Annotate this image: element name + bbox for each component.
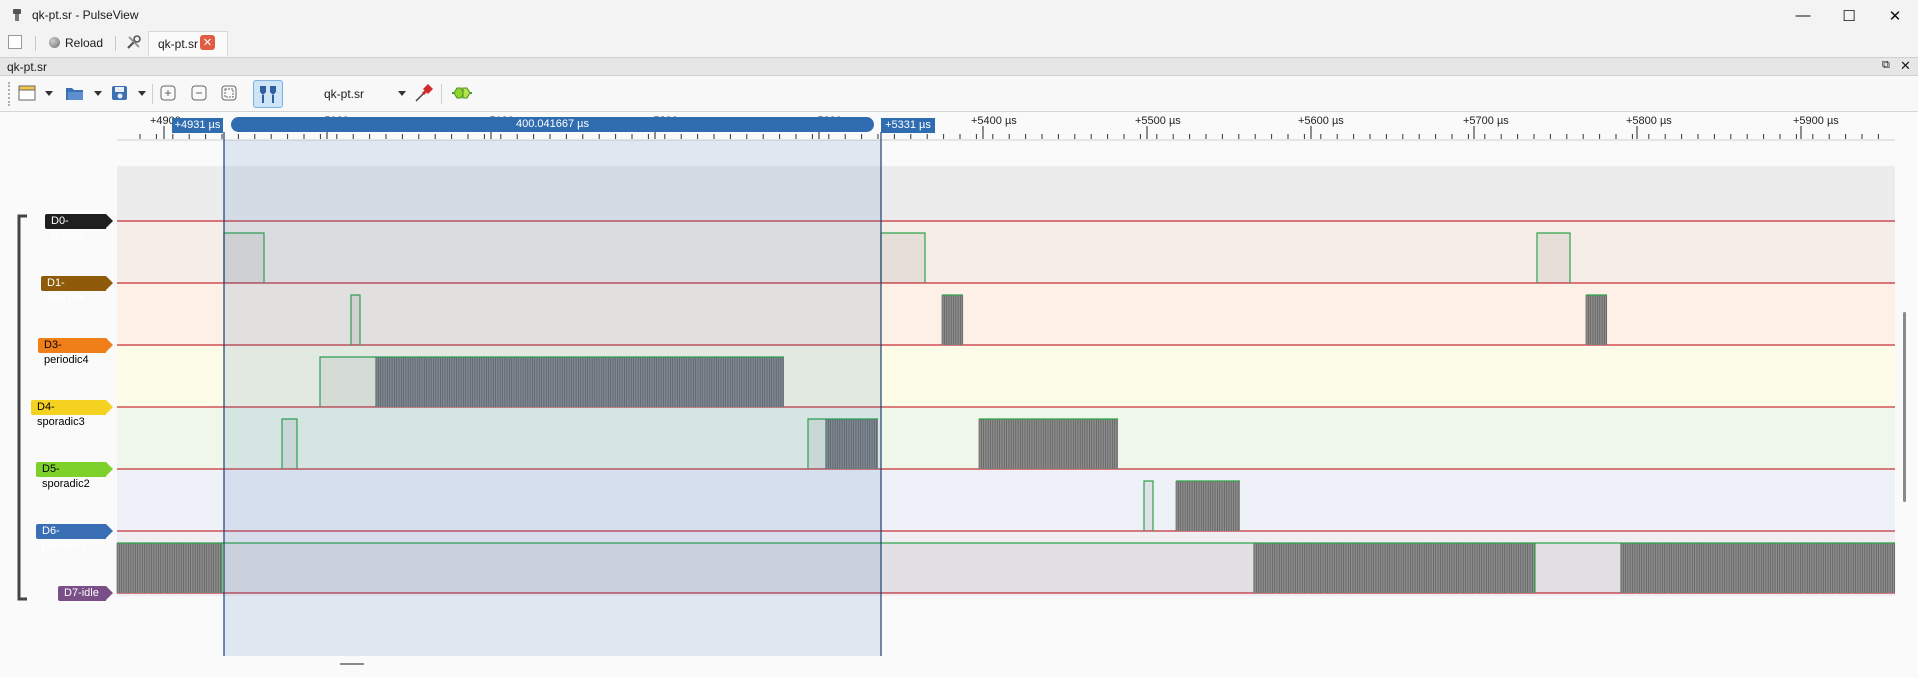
minimize-button[interactable]: — xyxy=(1795,7,1811,24)
open-dropdown-arrow[interactable] xyxy=(94,91,102,96)
dock-float-icon[interactable]: ⧉ xyxy=(1882,59,1890,71)
dock-title-bar xyxy=(0,57,1918,76)
ruler-tick-label: +5800 µs xyxy=(1626,115,1672,127)
pulse-fill xyxy=(282,419,297,469)
show-cursors-icon xyxy=(260,86,276,103)
ruler-tick-label: +5400 µs xyxy=(971,115,1017,127)
dense-pulse-block xyxy=(1586,295,1607,345)
pulse-edge xyxy=(1536,232,1571,283)
channel-band xyxy=(117,166,1895,222)
separator xyxy=(115,36,116,51)
session-tab-label[interactable]: qk-pt.sr xyxy=(158,37,199,51)
pulse-fill xyxy=(1144,481,1153,531)
tab-close-icon[interactable]: ✕ xyxy=(200,35,215,50)
channel-label-d1-systick[interactable]: D1-SysTick xyxy=(41,276,106,304)
show-cursors-button[interactable] xyxy=(253,80,283,108)
channel-label-d4-sporadic3[interactable]: D4-sporadic3 xyxy=(31,400,106,428)
channel-group-bracket[interactable] xyxy=(17,214,27,601)
pulse-fill xyxy=(881,233,925,283)
save-dropdown-arrow[interactable] xyxy=(138,91,146,96)
dock-title: qk-pt.sr xyxy=(7,60,48,74)
pulse-fill xyxy=(808,419,826,469)
open-icon[interactable] xyxy=(65,83,85,103)
zoom-fit-icon[interactable] xyxy=(219,83,239,103)
zoom-in-icon[interactable] xyxy=(158,83,178,103)
separator xyxy=(35,36,36,51)
decoder-icon[interactable] xyxy=(452,83,472,103)
probe-icon[interactable] xyxy=(414,83,434,103)
reload-icon[interactable] xyxy=(49,37,60,48)
channel-band xyxy=(117,470,1895,532)
save-icon[interactable] xyxy=(110,83,130,103)
cursor-left-flag[interactable]: +4931 µs xyxy=(172,118,223,133)
pulse-edge xyxy=(281,418,298,469)
channel-label-arrow xyxy=(106,400,113,414)
channel-label-d3-periodic4[interactable]: D3-periodic4 xyxy=(38,338,106,366)
new-view-dropdown-arrow[interactable] xyxy=(45,91,53,96)
ruler-tick-label: +5500 µs xyxy=(1135,115,1181,127)
toolbar-grip[interactable] xyxy=(8,82,12,106)
pulse-fill xyxy=(351,295,360,345)
pulse-fill xyxy=(320,357,376,407)
main-toolbar xyxy=(0,76,1918,112)
dense-pulse-block xyxy=(826,419,878,469)
pulse-edge xyxy=(1143,480,1154,531)
main-view-toggle-icon[interactable] xyxy=(8,35,22,49)
dense-pulse-block xyxy=(942,295,963,345)
separator xyxy=(152,84,153,104)
pulse-edge xyxy=(350,294,361,345)
reload-button[interactable]: Reload xyxy=(65,36,104,50)
dock-close-icon[interactable]: ✕ xyxy=(1900,58,1911,73)
pulseview-app-icon xyxy=(13,9,21,21)
vertical-scrollbar[interactable] xyxy=(1903,312,1906,502)
cursor-width-label[interactable]: 400.041667 µs xyxy=(231,117,874,132)
channel-label-d0-button[interactable]: D0-Button xyxy=(45,214,106,242)
horizontal-scrollbar[interactable] xyxy=(340,663,364,665)
cursor-selection-band[interactable] xyxy=(224,140,881,656)
title-bar xyxy=(0,0,1918,31)
channel-label-arrow xyxy=(106,586,113,600)
channel-label-arrow xyxy=(106,462,113,476)
maximize-button[interactable]: ☐ xyxy=(1842,7,1856,25)
zoom-out-icon[interactable] xyxy=(189,83,209,103)
dense-pulse-block xyxy=(376,357,784,407)
session-bar xyxy=(0,31,1918,56)
window-title: qk-pt.sr - PulseView xyxy=(32,8,139,22)
ruler-tick-label: +5900 µs xyxy=(1793,115,1839,127)
device-dropdown-arrow[interactable] xyxy=(398,91,406,96)
ruler-tick-label: +5600 µs xyxy=(1298,115,1344,127)
channel-label-arrow xyxy=(106,524,113,538)
channel-label-d6-periodic1[interactable]: D6-periodic1 xyxy=(36,524,106,552)
pulse-fill xyxy=(1535,543,1621,593)
channel-band xyxy=(117,222,1895,284)
tools-icon[interactable] xyxy=(126,34,142,50)
pulse-fill xyxy=(224,233,264,283)
channel-label-d7-idle[interactable]: D7-idle xyxy=(58,586,106,601)
channel-label-d5-sporadic2[interactable]: D5-sporadic2 xyxy=(36,462,106,490)
channel-label-arrow xyxy=(106,276,113,290)
trace-canvas[interactable]: +4900+5000+5100+5200+5300+5400 µs+5500 µ… xyxy=(0,112,1918,678)
cursor-right-flag[interactable]: +5331 µs xyxy=(881,118,935,133)
channel-label-arrow xyxy=(106,338,113,352)
channel-label-arrow xyxy=(106,214,113,228)
pulse-fill xyxy=(1537,233,1570,283)
pulse-fill xyxy=(222,543,1254,593)
device-selector[interactable]: qk-pt.sr xyxy=(324,87,365,101)
new-view-icon[interactable] xyxy=(17,83,37,103)
ruler-tick-label: +5700 µs xyxy=(1463,115,1509,127)
separator xyxy=(441,84,442,104)
close-button[interactable]: ✕ xyxy=(1888,7,1902,25)
